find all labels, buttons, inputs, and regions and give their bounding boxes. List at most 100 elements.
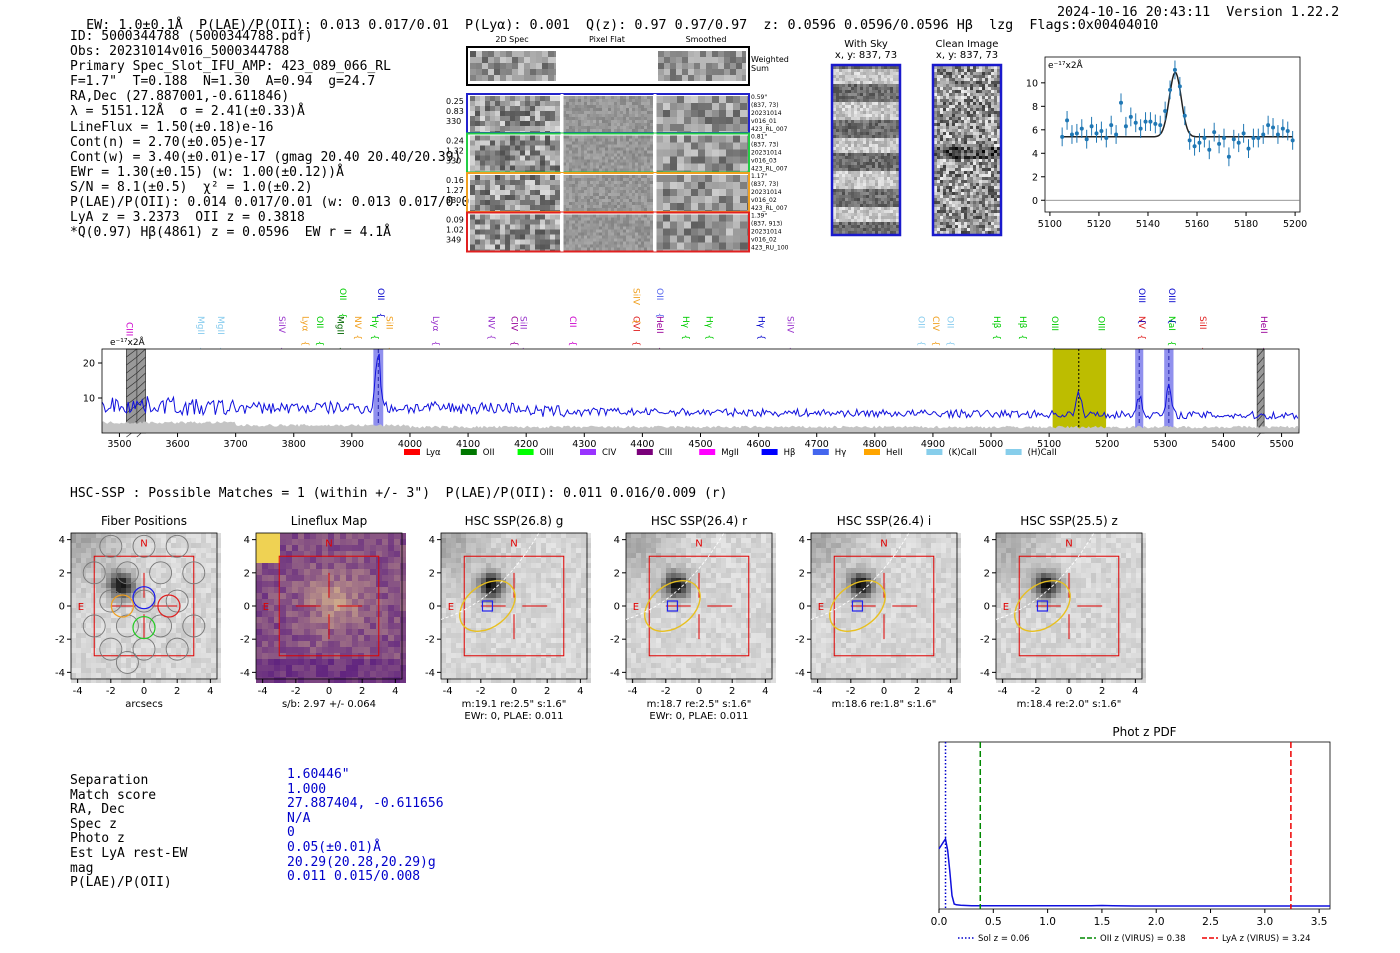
flat-pixel (623, 184, 626, 187)
weighted-2d-pixel (482, 63, 488, 69)
smooth-pixel (698, 189, 705, 196)
spec-pixel (530, 116, 535, 121)
flat-pixel (614, 105, 617, 108)
sky-pixel (839, 186, 842, 189)
sky-pixel (866, 135, 869, 138)
smooth-pixel (684, 124, 691, 131)
sky-pixel (934, 84, 937, 87)
sky-pixel (851, 225, 854, 228)
sky-pixel (848, 126, 851, 129)
flat-pixel (632, 144, 635, 148)
sky-pixel (893, 117, 896, 120)
sky-pixel (890, 153, 893, 156)
spec-pixel (530, 200, 535, 205)
sky-pixel (863, 129, 866, 132)
sky-pixel (851, 135, 854, 138)
flat-pixel (602, 214, 605, 218)
flat-pixel (611, 153, 614, 157)
flat-pixel (617, 165, 620, 169)
sky-pixel (857, 96, 860, 99)
sky-pixel (940, 198, 943, 201)
spec-pixel (510, 214, 515, 220)
flat-pixel (614, 196, 617, 199)
sky-pixel (964, 180, 967, 183)
sky-pixel (896, 168, 899, 171)
spec-pixel (470, 205, 475, 210)
sky-pixel (967, 150, 970, 153)
flat-pixel (647, 199, 650, 202)
sky-pixel (961, 213, 964, 216)
spec-pixel (515, 214, 520, 220)
sky-pixel (958, 138, 961, 141)
sky-pixel (857, 144, 860, 147)
flat-pixel (605, 199, 608, 202)
sky-pixel (887, 138, 890, 141)
spec-pixel (525, 214, 530, 220)
flat-pixel (605, 220, 608, 224)
flat-pixel (587, 102, 590, 105)
sky-pixel (866, 168, 869, 171)
sky-pixel (994, 138, 997, 141)
sky-pixel (833, 183, 836, 186)
flat-pixel (641, 205, 644, 208)
sky-pixel (940, 147, 943, 150)
sky-pixel (857, 159, 860, 162)
sky-pixel (934, 174, 937, 177)
flat-pixel (632, 120, 635, 123)
flat-pixel (599, 232, 602, 236)
smooth-pixel (747, 235, 748, 243)
sky-pixel (890, 75, 893, 78)
sky-pixel (860, 105, 863, 108)
flat-pixel (581, 208, 584, 211)
sky-pixel (949, 123, 952, 126)
flat-pixel (605, 120, 608, 123)
spec-pixel (490, 135, 495, 141)
flat-pixel (632, 175, 635, 178)
sky-pixel (890, 171, 893, 174)
flat-pixel (629, 175, 632, 178)
spec-pixel (505, 239, 510, 245)
sky-pixel (973, 198, 976, 201)
sky-pixel (872, 102, 875, 105)
flat-pixel (584, 135, 587, 139)
flat-pixel (593, 226, 596, 230)
flat-pixel (608, 178, 611, 181)
flat-pixel (641, 202, 644, 205)
sky-pixel (952, 87, 955, 90)
flat-pixel (623, 241, 626, 245)
flat-pixel (599, 156, 602, 160)
sky-pixel (851, 222, 854, 225)
sky-pixel (997, 102, 1000, 105)
sky-pixel (875, 207, 878, 210)
sky-pixel (881, 105, 884, 108)
flat-pixel (626, 102, 629, 105)
weighted-2d-pixel (554, 51, 556, 57)
sky-pixel (866, 231, 869, 234)
flat-pixel (596, 214, 599, 218)
sky-pixel (997, 99, 1000, 102)
sky-pixel (848, 168, 851, 171)
spec-pixel (525, 111, 530, 116)
flat-pixel (605, 162, 608, 166)
weighted-2d-pixel (548, 75, 554, 81)
flat-pixel (638, 165, 641, 169)
smooth-pixel (663, 142, 670, 150)
sky-pixel (979, 195, 982, 198)
sky-pixel (934, 207, 937, 210)
flat-pixel (575, 114, 578, 117)
sky-pixel (958, 174, 961, 177)
flat-pixel (569, 181, 572, 184)
sky-pixel (863, 78, 866, 81)
smooth-pixel (712, 182, 719, 189)
sky-pixel (866, 147, 869, 150)
flat-pixel (647, 99, 650, 102)
sky-pixel (988, 132, 991, 135)
flat-pixel (575, 165, 578, 169)
sky-pixel (958, 123, 961, 126)
flat-pixel (638, 168, 641, 172)
sky-pixel (970, 174, 973, 177)
spec-pixel (470, 185, 475, 190)
sky-pixel (961, 105, 964, 108)
spec-pixel (475, 165, 480, 171)
flat-pixel (563, 181, 566, 184)
